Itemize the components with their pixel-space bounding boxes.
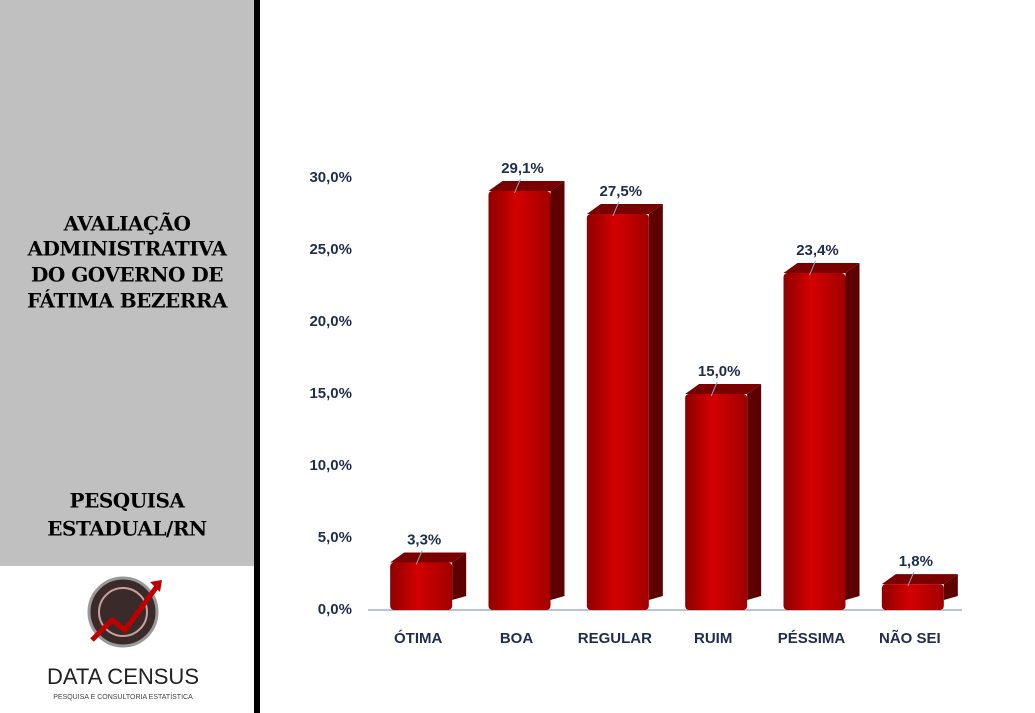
logo-icon [87, 576, 162, 648]
y-tick-label: 10,0% [309, 457, 352, 474]
subtitle-line: PESQUISA [70, 489, 186, 513]
y-tick-label: 0,0% [318, 601, 352, 618]
logo-name: DATA CENSUS [47, 664, 199, 689]
value-label: 23,4% [796, 242, 839, 259]
bar [390, 562, 453, 610]
title-line: DO GOVERNO DE [31, 263, 223, 287]
title-line: AVALIAÇÃO [63, 212, 191, 236]
x-tick-label: BOA [500, 630, 534, 647]
bar-top [586, 204, 663, 214]
y-tick-label: 25,0% [309, 241, 352, 258]
bar-side [648, 204, 663, 600]
bar-side [747, 384, 762, 600]
y-tick-label: 30,0% [309, 169, 352, 186]
label-leader [907, 571, 915, 587]
title-line: ADMINISTRATIVA [26, 237, 227, 261]
label-leader [415, 550, 423, 565]
value-label: 15,0% [698, 363, 741, 380]
subtitle-line: ESTADUAL/RN [47, 517, 207, 541]
bar-top [881, 574, 958, 585]
bar-side [550, 180, 565, 600]
bar [488, 190, 551, 610]
bar-top [488, 180, 565, 191]
bar [685, 394, 748, 610]
bar-top [783, 263, 860, 274]
sidebar [0, 0, 254, 566]
label-leader [710, 381, 718, 397]
y-tick-label: 15,0% [309, 385, 352, 402]
y-tick-label: 5,0% [318, 529, 352, 546]
label-leader [612, 201, 620, 217]
label-leader [514, 178, 521, 194]
y-tick-label: 20,0% [309, 313, 352, 330]
value-label: 3,3% [407, 531, 441, 548]
logo-tagline: PESQUISA E CONSULTORIA ESTATÍSTICA [53, 692, 193, 701]
bar [881, 584, 944, 610]
bar [586, 214, 649, 610]
x-tick-label: PÉSSIMA [778, 630, 846, 647]
x-tick-label: ÓTIMA [394, 629, 442, 647]
bar [783, 273, 846, 610]
x-tick-label: RUIM [694, 630, 732, 647]
label-leader [809, 260, 816, 276]
x-tick-label: NÃO SEI [879, 629, 941, 647]
bar-side [943, 574, 958, 600]
bar-top [390, 552, 467, 563]
bar-side [452, 552, 467, 600]
value-label: 1,8% [899, 553, 933, 570]
bar-side [845, 263, 860, 600]
bar-top [685, 384, 762, 394]
divider [254, 0, 260, 713]
value-label: 27,5% [600, 183, 643, 200]
title-line: FÁTIMA BEZERRA [27, 289, 228, 313]
value-label: 29,1% [501, 160, 544, 177]
x-tick-label: REGULAR [578, 630, 652, 647]
